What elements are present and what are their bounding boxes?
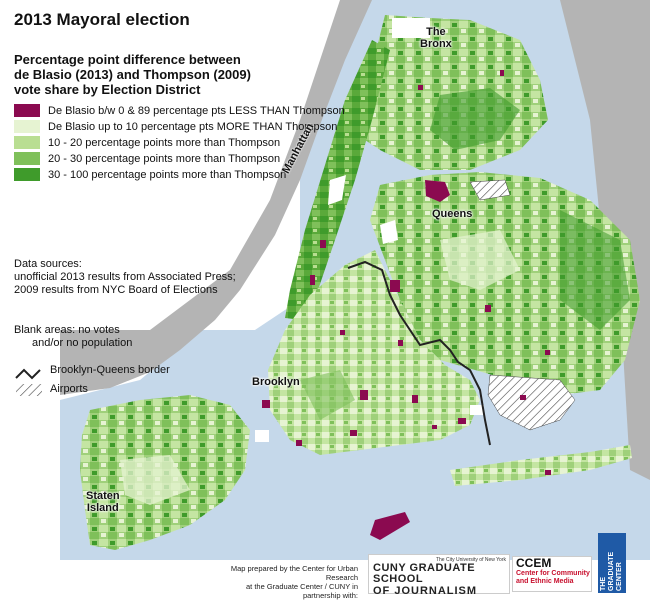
border-legend-label: Brooklyn-Queens border bbox=[50, 364, 170, 376]
blank-note-line: Blank areas: no votes bbox=[14, 324, 120, 336]
legend-swatch-medium bbox=[14, 152, 40, 165]
rockaway bbox=[450, 445, 632, 486]
label-bronx-line: Bronx bbox=[420, 38, 452, 50]
legend-item: De Blasio up to 10 percentage pts MORE T… bbox=[14, 119, 345, 134]
legend-label: De Blasio up to 10 percentage pts MORE T… bbox=[48, 120, 338, 133]
legend-swatch-maroon bbox=[14, 104, 40, 117]
cuny-logo-top: The City University of New York bbox=[435, 557, 506, 563]
legend-item: 20 - 30 percentage points more than Thom… bbox=[14, 151, 345, 166]
legend-swatch-dark bbox=[14, 168, 40, 181]
credit-line: Map prepared by the Center for Urban Res… bbox=[230, 564, 358, 582]
legend-item: De Blasio b/w 0 & 89 percentage pts LESS… bbox=[14, 103, 345, 118]
sources-line: unofficial 2013 results from Associated … bbox=[14, 271, 236, 283]
data-sources: Data sources: unofficial 2013 results fr… bbox=[14, 258, 236, 297]
airports-legend-label: Airports bbox=[50, 383, 88, 395]
maroon-districts bbox=[262, 70, 551, 540]
legend-label: 10 - 20 percentage points more than Thom… bbox=[48, 136, 281, 149]
subtitle-line: vote share by Election District bbox=[14, 82, 201, 97]
legend-label: De Blasio b/w 0 & 89 percentage pts LESS… bbox=[48, 104, 345, 117]
gc-logo-line: GRADUATE bbox=[608, 551, 615, 591]
lga-airport bbox=[469, 179, 511, 201]
label-staten-line: Staten bbox=[86, 490, 120, 502]
legend-swatch-light bbox=[14, 136, 40, 149]
subtitle-line: Percentage point difference between bbox=[14, 52, 241, 67]
gc-logo-line: THE bbox=[600, 577, 607, 591]
ccem-logo: CCEM Center for Community and Ethnic Med… bbox=[512, 556, 592, 592]
label-queens: Queens bbox=[432, 208, 473, 220]
label-staten-island: Staten Island bbox=[86, 490, 120, 514]
subtitle-line: de Blasio (2013) and Thompson (2009) bbox=[14, 67, 251, 82]
nj-land bbox=[60, 0, 372, 395]
ccem-logo-sub: Center for Community bbox=[516, 570, 590, 577]
map-subtitle: Percentage point difference between de B… bbox=[14, 52, 314, 97]
graduate-center-logo: THE GRADUATE CENTER bbox=[598, 533, 626, 593]
label-bronx-line: The bbox=[426, 26, 446, 38]
legend-label: 20 - 30 percentage points more than Thom… bbox=[48, 152, 281, 165]
blank-areas bbox=[255, 18, 484, 442]
map-title: 2013 Mayoral election bbox=[14, 10, 190, 29]
border-legend-symbol bbox=[15, 368, 41, 380]
brooklyn-queens-border bbox=[347, 260, 491, 446]
legend-item: 30 - 100 percentage points more than Tho… bbox=[14, 167, 345, 182]
label-staten-line: Island bbox=[86, 502, 119, 514]
label-bronx: The Bronx bbox=[420, 26, 452, 50]
color-legend: De Blasio b/w 0 & 89 percentage pts LESS… bbox=[14, 103, 345, 183]
credit-line: at the Graduate Center / CUNY in partner… bbox=[245, 582, 358, 600]
outside-land-west bbox=[0, 0, 370, 599]
legend-swatch-lightest bbox=[14, 120, 40, 133]
legend-label: 30 - 100 percentage points more than Tho… bbox=[48, 168, 287, 181]
cuny-journalism-logo: The City University of New York CUNY GRA… bbox=[368, 554, 510, 597]
gc-logo-line: CENTER bbox=[616, 562, 623, 591]
ccem-logo-main: CCEM bbox=[516, 556, 552, 570]
ccem-logo-sub: and Ethnic Media bbox=[516, 578, 574, 585]
cuny-logo-sub: OF JOURNALISM bbox=[373, 585, 478, 597]
blank-areas-note: Blank areas: no votes and/or no populati… bbox=[14, 324, 132, 350]
airports-legend-symbol bbox=[16, 384, 42, 396]
jfk-airport bbox=[487, 374, 576, 431]
cuny-logo-main: CUNY GRADUATE SCHOOL bbox=[373, 562, 476, 585]
legend-item: 10 - 20 percentage points more than Thom… bbox=[14, 135, 345, 150]
blank-note-line: and/or no population bbox=[32, 337, 133, 349]
gc-logo-text: THE GRADUATE CENTER bbox=[600, 552, 624, 591]
sources-heading: Data sources: bbox=[14, 258, 82, 270]
sources-line: 2009 results from NYC Board of Elections bbox=[14, 284, 218, 296]
map-credit: Map prepared by the Center for Urban Res… bbox=[212, 564, 358, 600]
label-brooklyn: Brooklyn bbox=[252, 376, 300, 388]
